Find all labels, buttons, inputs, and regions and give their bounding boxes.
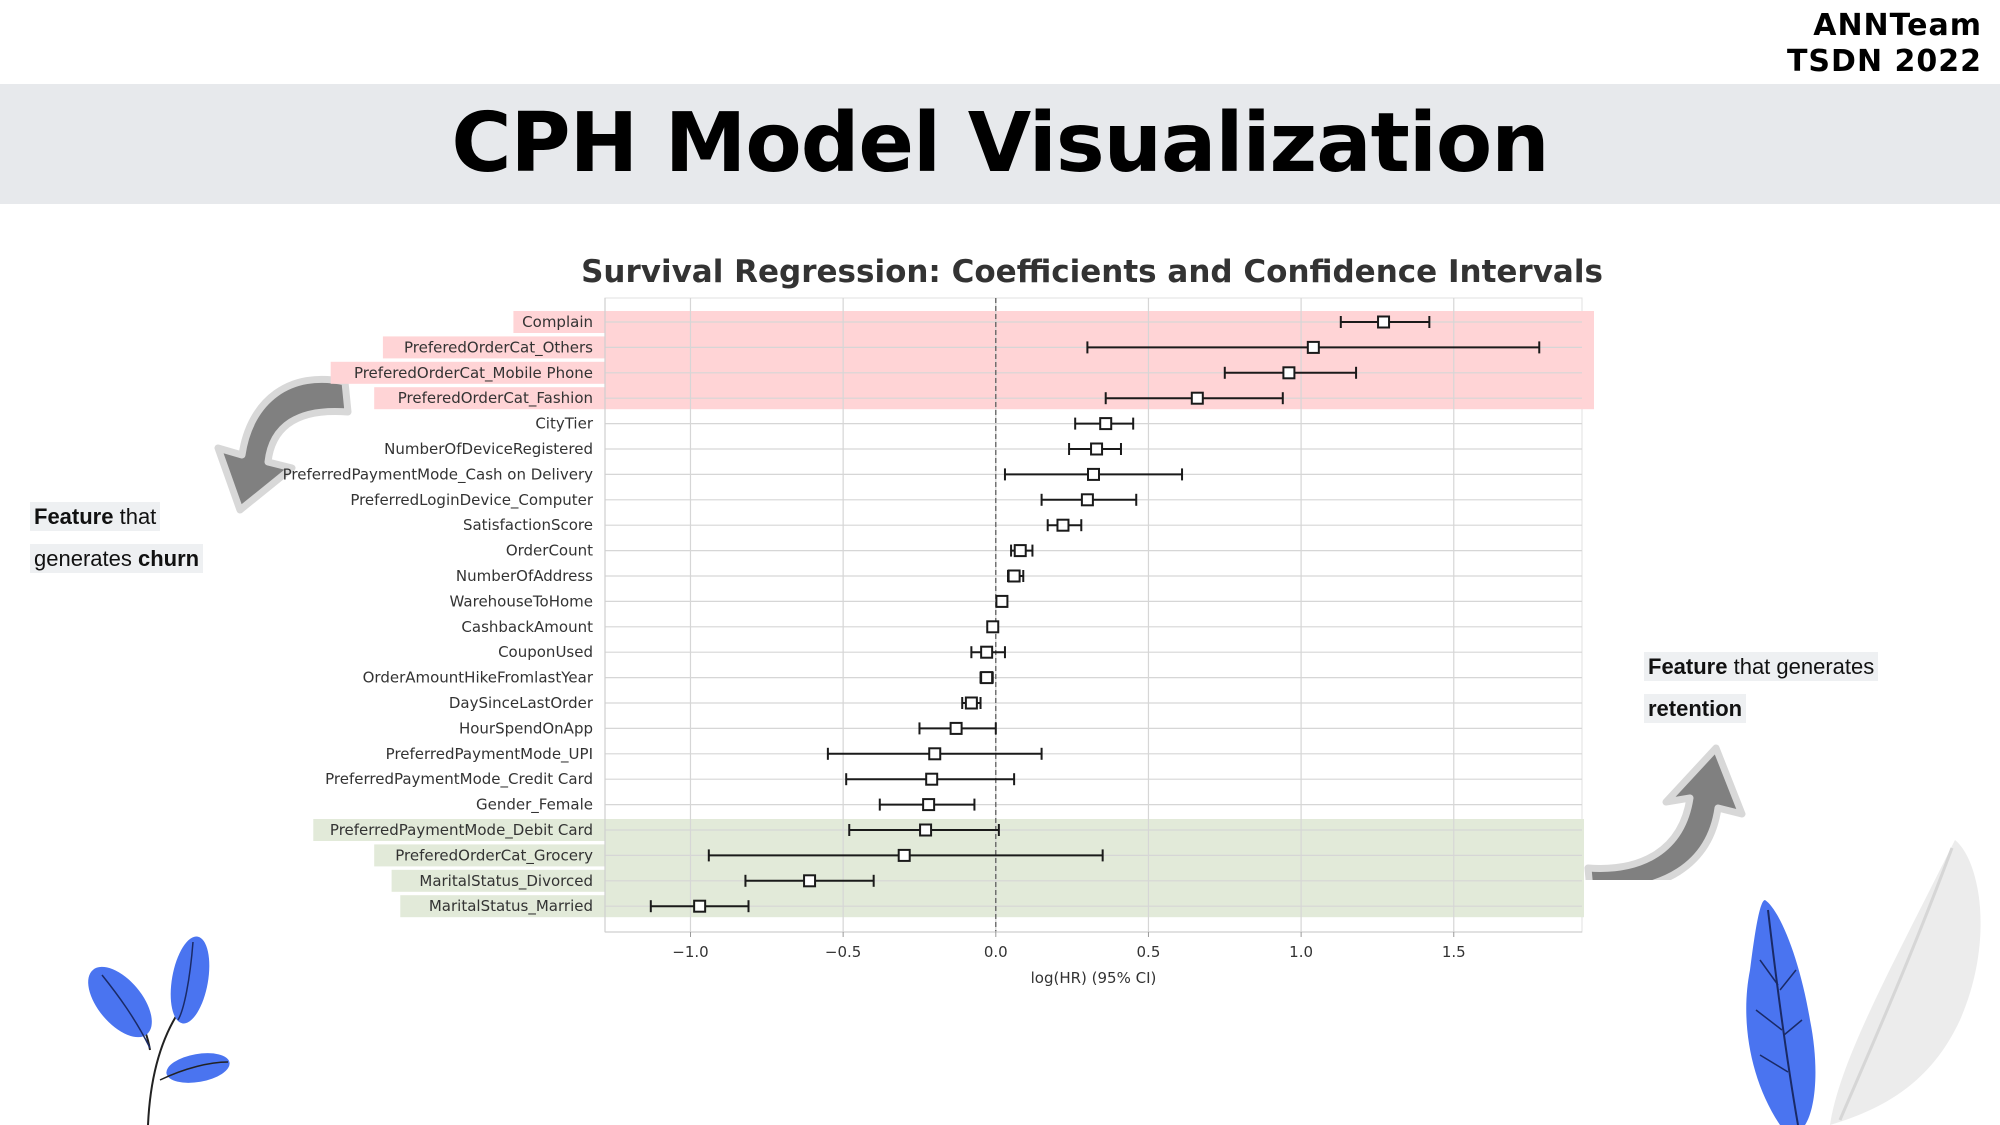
coef-marker xyxy=(1087,467,1100,481)
x-tick-label: 0.5 xyxy=(1137,943,1161,961)
x-tick-label: 1.0 xyxy=(1289,943,1313,961)
row-label: CashbackAmount xyxy=(461,618,593,636)
churn-callout-text2: generates xyxy=(34,546,138,571)
x-axis-label: log(HR) (95% CI) xyxy=(1031,969,1157,987)
coef-marker xyxy=(1282,366,1296,380)
chart-title: Survival Regression: Coefficients and Co… xyxy=(581,254,1603,290)
coef-marker xyxy=(925,772,939,786)
retention-callout: Feature that generates retention xyxy=(1644,646,1879,730)
row-label: PreferredLoginDevice_Computer xyxy=(350,491,594,510)
coef-marker xyxy=(1007,569,1021,583)
row-label: PreferedOrderCat_Others xyxy=(404,338,593,357)
row-label: NumberOfDeviceRegistered xyxy=(384,440,593,458)
label-highlight xyxy=(382,336,605,359)
coef-marker xyxy=(1306,340,1320,354)
row-label: Complain xyxy=(522,313,593,331)
retention-callout-bold-retention: retention xyxy=(1648,696,1743,721)
coef-marker xyxy=(1056,518,1070,532)
row-label: PreferedOrderCat_Fashion xyxy=(398,389,593,408)
title-band xyxy=(0,84,2000,204)
team-name: ANNTeam xyxy=(1813,8,1982,43)
retention-highlight-band xyxy=(605,819,1584,918)
plant-left-icon xyxy=(88,936,230,1125)
churn-arrow-icon xyxy=(214,375,352,514)
retention-callout-text1: that generates xyxy=(1727,654,1875,679)
coef-marker xyxy=(980,671,994,685)
label-highlight xyxy=(374,844,605,867)
coef-marker xyxy=(949,721,963,735)
coef-marker xyxy=(1099,417,1113,431)
row-label: HourSpendOnApp xyxy=(459,719,593,737)
row-label: CouponUsed xyxy=(498,643,593,661)
event-name: TSDN 2022 xyxy=(1786,44,1982,79)
row-label: DaySinceLastOrder xyxy=(449,694,594,712)
row-label: SatisfactionScore xyxy=(463,516,593,534)
row-label: PreferredPaymentMode_Debit Card xyxy=(330,821,593,840)
row-label: Gender_Female xyxy=(476,796,593,815)
coef-marker xyxy=(803,874,817,888)
coef-marker xyxy=(964,696,978,710)
coef-marker xyxy=(1080,493,1094,507)
row-label: MaritalStatus_Divorced xyxy=(419,872,593,891)
label-highlight xyxy=(330,361,605,384)
coef-marker xyxy=(1090,442,1104,456)
x-tick-label: −0.5 xyxy=(825,943,861,961)
x-tick-label: 0.0 xyxy=(984,943,1008,961)
coef-marker xyxy=(1190,391,1204,405)
row-label: CityTier xyxy=(535,415,593,433)
churn-callout-bold-feature: Feature xyxy=(34,504,114,529)
coef-marker xyxy=(1377,315,1391,329)
label-highlight xyxy=(313,819,605,841)
row-label: WarehouseToHome xyxy=(450,592,593,610)
row-label: NumberOfAddress xyxy=(456,567,593,585)
churn-highlight-band xyxy=(605,311,1594,410)
plant-right-icon xyxy=(1746,840,1981,1125)
x-tick-label: 1.5 xyxy=(1442,943,1466,961)
coef-marker xyxy=(995,594,1009,608)
coef-marker xyxy=(986,620,1000,634)
label-highlight xyxy=(374,387,605,410)
coef-marker xyxy=(928,747,942,761)
churn-callout-text1: that xyxy=(113,504,157,529)
row-label: PreferredPaymentMode_Credit Card xyxy=(325,770,593,789)
coef-marker xyxy=(922,798,936,812)
coef-marker xyxy=(919,823,933,837)
row-label: OrderAmountHikeFromlastYear xyxy=(363,669,594,687)
row-label: PreferredPaymentMode_Cash on Delivery xyxy=(283,465,593,484)
label-highlight xyxy=(400,895,605,918)
row-label: MaritalStatus_Married xyxy=(429,897,593,916)
coef-marker xyxy=(693,899,707,913)
row-label: PreferredPaymentMode_UPI xyxy=(386,745,593,764)
corner-credits: ANNTeam TSDN 2022 xyxy=(1787,8,1982,80)
retention-callout-bold-feature: Feature xyxy=(1648,654,1728,679)
row-label: PreferedOrderCat_Mobile Phone xyxy=(354,364,593,383)
churn-callout: Feature that generates churn xyxy=(30,496,204,580)
row-label: PreferedOrderCat_Grocery xyxy=(395,846,593,865)
label-highlight xyxy=(513,311,605,333)
retention-arrow-icon xyxy=(1584,744,1746,880)
label-highlight xyxy=(391,869,605,892)
coef-marker xyxy=(897,848,911,862)
coef-marker xyxy=(980,645,994,659)
page-title: CPH Model Visualization xyxy=(451,96,1549,191)
x-tick-label: −1.0 xyxy=(672,943,708,961)
coef-marker xyxy=(1013,544,1027,558)
churn-callout-bold-churn: churn xyxy=(137,546,200,571)
row-label: OrderCount xyxy=(506,542,593,560)
